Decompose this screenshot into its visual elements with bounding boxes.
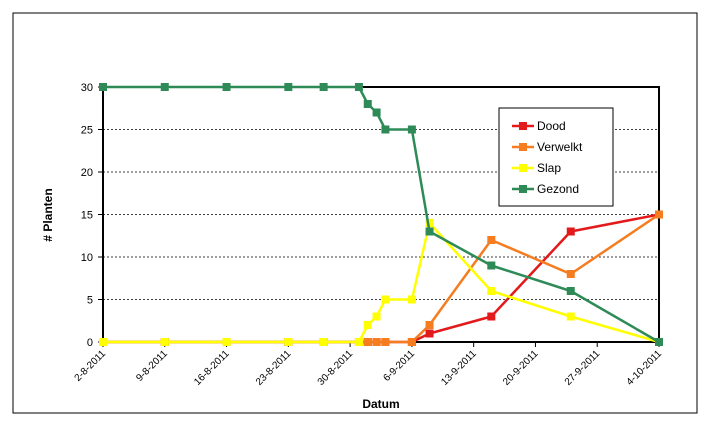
data-point: [354, 83, 363, 91]
data-point: [487, 236, 496, 244]
series-layer: [99, 83, 663, 346]
data-point: [487, 261, 496, 270]
legend-label: Slap: [537, 161, 561, 175]
y-tick-label: 15: [81, 210, 93, 222]
legend: Dood Verwelkt Slap Gezond: [498, 107, 614, 207]
data-point: [425, 321, 434, 329]
data-point: [655, 338, 663, 346]
series-gezond: [99, 83, 663, 346]
series-line: [103, 221, 660, 344]
x-axis-title: Datum: [362, 397, 399, 411]
legend-swatch-marker: [519, 185, 527, 193]
data-point: [425, 227, 434, 236]
legend-item-dood: Dood: [512, 119, 566, 133]
data-point: [407, 338, 416, 346]
data-point: [372, 108, 381, 117]
data-point: [160, 83, 169, 91]
y-tick-label: 20: [81, 167, 93, 179]
legend-label: Gezond: [537, 182, 579, 196]
data-point: [407, 125, 416, 134]
data-point: [566, 227, 575, 236]
data-point: [319, 83, 328, 91]
y-tick-label: 25: [81, 125, 93, 137]
data-point: [222, 338, 231, 346]
data-point: [363, 338, 372, 346]
data-point: [566, 270, 575, 278]
data-point: [354, 338, 363, 346]
data-point: [566, 287, 575, 295]
legend-swatch-marker: [519, 164, 527, 172]
data-point: [487, 312, 496, 321]
data-point: [487, 287, 496, 295]
legend-item-slap: Slap: [512, 161, 561, 175]
data-point: [425, 219, 434, 227]
data-point: [566, 312, 575, 321]
legend-swatch-marker: [519, 143, 527, 151]
data-point: [222, 83, 231, 91]
data-point: [381, 295, 390, 304]
data-point: [363, 321, 372, 329]
data-point: [99, 83, 107, 91]
grid-lines: [103, 129, 659, 300]
legend-item-gezond: Gezond: [512, 182, 579, 196]
legend-label: Dood: [537, 119, 566, 133]
chart-outer-frame: [12, 12, 698, 414]
legend-item-verwelkt: Verwelkt: [512, 140, 583, 154]
y-axis-title: # Planten: [41, 188, 55, 241]
data-point: [407, 295, 416, 304]
y-tick-label: 5: [87, 295, 93, 307]
series-line: [103, 85, 660, 344]
data-point: [284, 338, 293, 346]
data-point: [425, 329, 434, 338]
data-point: [381, 125, 390, 134]
y-tick-label: 30: [81, 82, 93, 94]
legend-label: Verwelkt: [537, 140, 583, 154]
data-point: [372, 338, 381, 346]
y-tick-label: 0: [87, 337, 93, 349]
data-point: [363, 100, 372, 108]
data-point: [160, 338, 169, 346]
data-point: [655, 210, 663, 219]
data-point: [99, 338, 107, 346]
data-point: [381, 338, 390, 346]
data-point: [372, 312, 381, 321]
y-tick-label: 10: [81, 252, 93, 264]
data-point: [284, 83, 293, 91]
legend-swatch-marker: [519, 122, 527, 130]
data-point: [319, 338, 328, 346]
